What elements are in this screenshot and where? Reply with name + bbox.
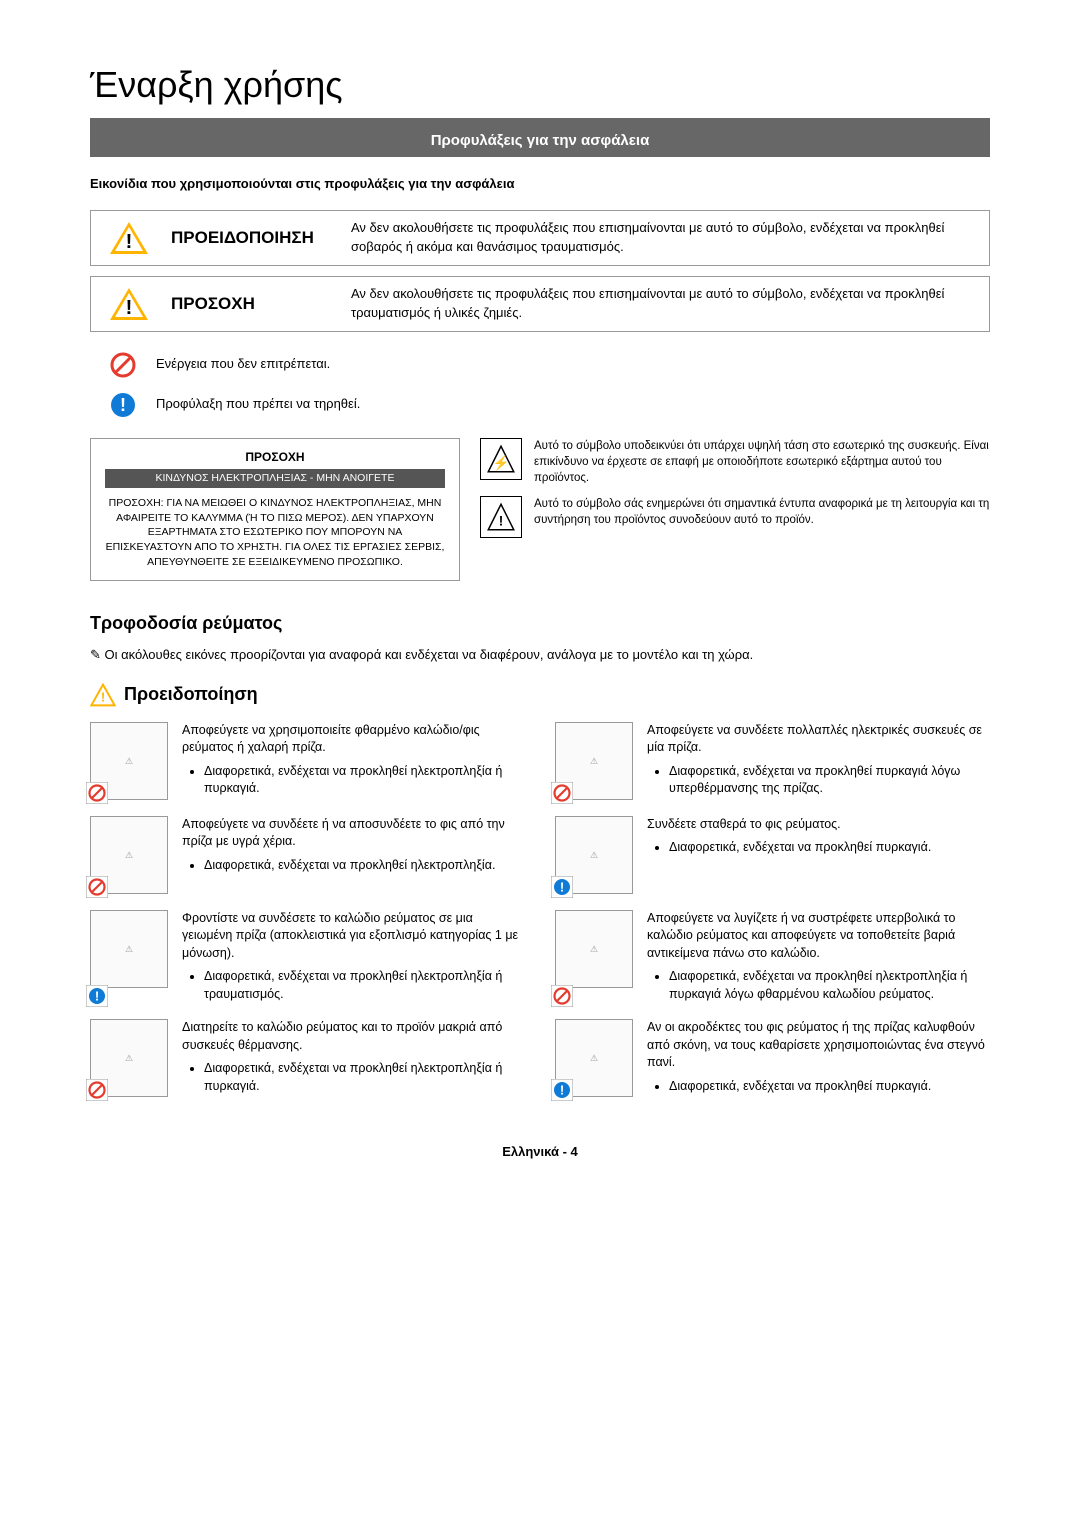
footer-lang: Ελληνικά [502,1144,559,1159]
info-icon: ! [110,392,136,418]
warning-item: ⚠Αποφεύγετε να συνδέετε ή να αποσυνδέετε… [90,816,525,894]
info-badge-icon: ! [551,876,573,898]
symbol-explanations: ⚡ Αυτό το σύμβολο υποδεικνύει ότι υπάρχει… [480,438,990,581]
warning-item: ⚠Αποφεύγετε να χρησιμοποιείτε φθαρμένο κ… [90,722,525,800]
warning-bullet: Διαφορετικά, ενδέχεται να προκληθεί πυρκ… [669,1078,990,1096]
footer-sep: - [559,1144,571,1159]
warning-item: ⚠!Φροντίστε να συνδέσετε το καλώδιο ρεύμ… [90,910,525,1004]
warning-bullet: Διαφορετικά, ενδέχεται να προκληθεί πυρκ… [669,763,990,798]
warning-triangle-icon: ! [107,219,151,257]
warning-illustration: ⚠ [555,722,633,800]
power-note: Οι ακόλουθες εικόνες προορίζονται για αν… [90,646,990,664]
caution-title: ΠΡΟΣΟΧΗ [105,449,445,466]
svg-text:!: ! [560,879,564,894]
alert-box: ! ΠΡΟΕΙΔΟΠΟΙΗΣΗ Αν δεν ακολουθήσετε τις πρ… [90,210,990,266]
warning-text: Φροντίστε να συνδέσετε το καλώδιο ρεύματ… [182,910,525,1004]
warning-bullet: Διαφορετικά, ενδέχεται να προκληθεί ηλεκ… [204,857,525,875]
warning-col-right: ⚠Αποφεύγετε να συνδέετε πολλαπλές ηλεκτρ… [555,722,990,1114]
symbol-row: ⚡ Αυτό το σύμβολο υποδεικνύει ότι υπάρχει… [480,438,990,486]
warning-bullet: Διαφορετικά, ενδέχεται να προκληθεί ηλεκ… [204,763,525,798]
symbol-icon: ! [480,496,522,538]
prohibit-badge-icon [551,782,573,804]
warning-illustration: ⚠ [555,910,633,1004]
warning-item: ⚠Αποφεύγετε να λυγίζετε ή να συστρέφετε … [555,910,990,1004]
warning-text: Αποφεύγετε να λυγίζετε ή να συστρέφετε υ… [647,910,990,1004]
power-section-title: Τροφοδοσία ρεύματος [90,611,990,636]
alert-text: Αν δεν ακολουθήσετε τις προφυλάξεις που … [351,219,973,255]
alert-label: ΠΡΟΣΟΧΗ [171,292,331,316]
prohibit-badge-icon [86,1079,108,1101]
legend-row: ! Προφύλαξη που πρέπει να τηρηθεί. [90,392,990,418]
warning-bullet: Διαφορετικά, ενδέχεται να προκληθεί πυρκ… [669,839,990,857]
legend-text: Προφύλαξη που πρέπει να τηρηθεί. [156,395,360,413]
caution-row: ΠΡΟΣΟΧΗ ΚΙΝΔΥΝΟΣ ΗΛΕΚΤΡΟΠΛΗΞΙΑΣ - ΜΗΝ ΑΝ… [90,438,990,581]
page-title: Έναρξη χρήσης [90,60,990,110]
svg-text:!: ! [101,689,105,704]
svg-text:!: ! [126,231,133,253]
warning-text: Αν οι ακροδέκτες του φις ρεύματος ή της … [647,1019,990,1097]
symbol-text: Αυτό το σύμβολο σάς ενημερώνει ότι σημαν… [534,496,990,538]
warning-illustration: ⚠! [90,910,168,1004]
warning-illustration: ⚠! [555,1019,633,1097]
warning-text: Αποφεύγετε να χρησιμοποιείτε φθαρμένο κα… [182,722,525,800]
svg-text:!: ! [560,1083,564,1098]
svg-text:!: ! [120,395,126,415]
warning-bullet: Διαφορετικά, ενδέχεται να προκληθεί ηλεκ… [204,968,525,1003]
page-footer: Ελληνικά - 4 [90,1143,990,1161]
caution-body: ΠΡΟΣΟΧΗ: ΓΙΑ ΝΑ ΜΕΙΩΘΕΙ Ο ΚΙΝΔΥΝΟΣ ΗΛΕΚΤ… [105,496,445,569]
warning-text: Αποφεύγετε να συνδέετε ή να αποσυνδέετε … [182,816,525,894]
alert-box: ! ΠΡΟΣΟΧΗ Αν δεν ακολουθήσετε τις προφυλάξ… [90,276,990,332]
section-banner: Προφυλάξεις για την ασφάλεια [90,124,990,157]
info-badge-icon: ! [551,1079,573,1101]
warning-illustration: ⚠ [90,1019,168,1097]
warning-illustration: ⚠ [90,722,168,800]
caution-bar: ΚΙΝΔΥΝΟΣ ΗΛΕΚΤΡΟΠΛΗΞΙΑΣ - ΜΗΝ ΑΝΟΙΓΕΤΕ [105,469,445,488]
prohibit-badge-icon [551,985,573,1007]
warning-bullet: Διαφορετικά, ενδέχεται να προκληθεί ηλεκ… [204,1060,525,1095]
warning-item: ⚠!Αν οι ακροδέκτες του φις ρεύματος ή τη… [555,1019,990,1097]
svg-text:!: ! [499,513,504,528]
info-badge-icon: ! [86,985,108,1007]
prohibit-icon [110,352,136,378]
icon-legend: Ενέργεια που δεν επιτρέπεται.! Προφύλαξη … [90,352,990,418]
warning-text: Συνδέετε σταθερά το φις ρεύματος.Διαφορε… [647,816,990,894]
legend-row: Ενέργεια που δεν επιτρέπεται. [90,352,990,378]
warning-triangle-icon: ! [90,682,116,708]
warning-text: Αποφεύγετε να συνδέετε πολλαπλές ηλεκτρι… [647,722,990,800]
alert-text: Αν δεν ακολουθήσετε τις προφυλάξεις που … [351,285,973,321]
symbol-text: Αυτό το σύμβολο υποδεικνύει ότι υπάρχει … [534,438,990,486]
warning-item: ⚠Διατηρείτε το καλώδιο ρεύματος και το π… [90,1019,525,1097]
svg-text:!: ! [126,297,133,319]
warning-heading: ! Προειδοποίηση [90,682,990,708]
warning-illustration: ⚠! [555,816,633,894]
alert-label: ΠΡΟΕΙΔΟΠΟΙΗΣΗ [171,226,331,250]
warning-columns: ⚠Αποφεύγετε να χρησιμοποιείτε φθαρμένο κ… [90,722,990,1114]
warning-item: ⚠!Συνδέετε σταθερά το φις ρεύματος.Διαφο… [555,816,990,894]
prohibit-badge-icon [86,782,108,804]
svg-text:⚡: ⚡ [493,454,510,471]
warning-col-left: ⚠Αποφεύγετε να χρησιμοποιείτε φθαρμένο κ… [90,722,525,1114]
warning-illustration: ⚠ [90,816,168,894]
svg-text:!: ! [95,989,99,1004]
caution-panel: ΠΡΟΣΟΧΗ ΚΙΝΔΥΝΟΣ ΗΛΕΚΤΡΟΠΛΗΞΙΑΣ - ΜΗΝ ΑΝ… [90,438,460,581]
prohibit-badge-icon [86,876,108,898]
icons-heading: Εικονίδια που χρησιμοποιούνται στις προφ… [90,175,990,193]
legend-text: Ενέργεια που δεν επιτρέπεται. [156,355,330,373]
symbol-row: ! Αυτό το σύμβολο σάς ενημερώνει ότι σημα… [480,496,990,538]
warning-item: ⚠Αποφεύγετε να συνδέετε πολλαπλές ηλεκτρ… [555,722,990,800]
warning-triangle-icon: ! [107,285,151,323]
warning-heading-text: Προειδοποίηση [124,682,258,707]
warning-bullet: Διαφορετικά, ενδέχεται να προκληθεί ηλεκ… [669,968,990,1003]
footer-page: 4 [571,1144,578,1159]
symbol-icon: ⚡ [480,438,522,480]
warning-text: Διατηρείτε το καλώδιο ρεύματος και το πρ… [182,1019,525,1097]
